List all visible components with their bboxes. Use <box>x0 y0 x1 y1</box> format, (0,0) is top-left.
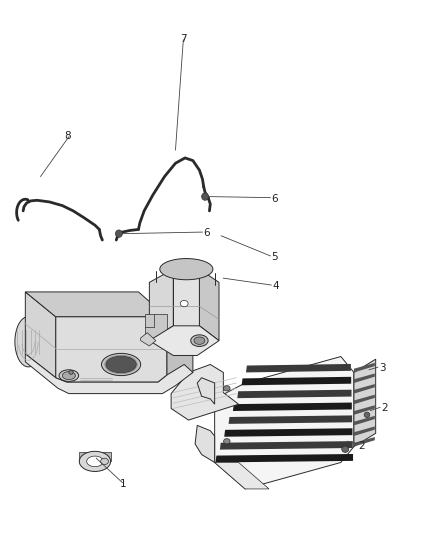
Polygon shape <box>220 441 353 450</box>
Polygon shape <box>233 402 352 411</box>
Text: 6: 6 <box>203 228 210 238</box>
Ellipse shape <box>191 335 208 346</box>
Ellipse shape <box>201 193 208 200</box>
Polygon shape <box>149 326 219 356</box>
Ellipse shape <box>62 372 75 379</box>
Polygon shape <box>173 269 199 326</box>
Polygon shape <box>79 452 111 462</box>
Text: 3: 3 <box>379 363 385 373</box>
Polygon shape <box>354 384 375 393</box>
Ellipse shape <box>59 370 79 382</box>
Polygon shape <box>354 394 375 404</box>
Polygon shape <box>197 378 215 404</box>
Ellipse shape <box>102 353 141 376</box>
Ellipse shape <box>106 356 136 373</box>
Text: 4: 4 <box>272 281 279 291</box>
Ellipse shape <box>116 230 122 237</box>
Polygon shape <box>25 354 193 393</box>
Polygon shape <box>242 377 351 385</box>
Polygon shape <box>215 454 353 463</box>
Polygon shape <box>354 359 376 447</box>
Ellipse shape <box>342 446 349 453</box>
Text: 5: 5 <box>271 252 278 262</box>
Ellipse shape <box>364 412 370 417</box>
Text: 8: 8 <box>65 131 71 141</box>
Ellipse shape <box>15 317 42 367</box>
Ellipse shape <box>160 259 213 280</box>
Polygon shape <box>229 415 352 424</box>
Polygon shape <box>354 416 375 425</box>
Polygon shape <box>354 363 375 373</box>
Polygon shape <box>354 405 375 415</box>
Polygon shape <box>167 314 193 382</box>
Polygon shape <box>246 364 351 373</box>
Polygon shape <box>25 292 167 317</box>
Polygon shape <box>171 365 239 420</box>
Polygon shape <box>199 269 219 341</box>
Ellipse shape <box>69 370 73 374</box>
Text: 1: 1 <box>120 479 127 489</box>
Text: 6: 6 <box>271 193 278 204</box>
Polygon shape <box>224 428 353 437</box>
Polygon shape <box>195 425 215 463</box>
Text: 7: 7 <box>180 34 187 44</box>
Polygon shape <box>237 390 351 398</box>
Polygon shape <box>354 437 375 447</box>
Ellipse shape <box>223 386 230 391</box>
Polygon shape <box>354 426 375 436</box>
Polygon shape <box>354 374 375 383</box>
Polygon shape <box>25 292 56 378</box>
Ellipse shape <box>101 458 109 465</box>
Text: 2: 2 <box>358 440 365 450</box>
Ellipse shape <box>223 439 230 444</box>
Text: 2: 2 <box>381 403 388 414</box>
Polygon shape <box>215 463 269 489</box>
Ellipse shape <box>180 301 188 307</box>
Polygon shape <box>56 317 167 382</box>
Polygon shape <box>145 314 167 341</box>
Ellipse shape <box>194 337 205 344</box>
Polygon shape <box>141 333 156 346</box>
Polygon shape <box>215 357 354 489</box>
Ellipse shape <box>79 451 111 472</box>
Ellipse shape <box>87 456 103 467</box>
Polygon shape <box>149 269 173 341</box>
